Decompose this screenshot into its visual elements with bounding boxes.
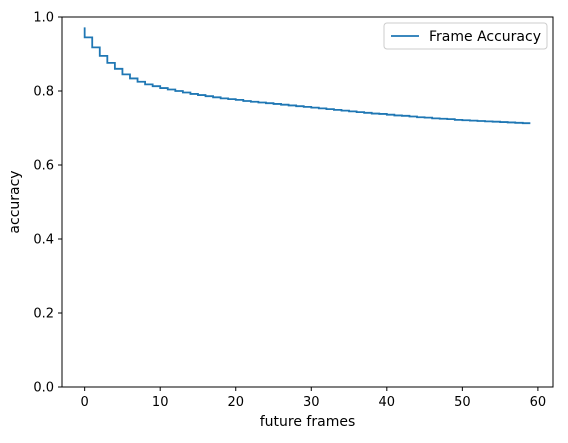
x-tick-label: 10 — [152, 395, 169, 410]
y-tick-label: 0.0 — [33, 381, 54, 396]
y-tick-label: 0.4 — [33, 233, 54, 248]
legend-box — [383, 22, 548, 50]
y-tick-label: 0.6 — [33, 159, 54, 174]
plot-area — [83, 27, 531, 125]
legend: Frame Accuracy — [383, 22, 548, 50]
x-tick-label: 20 — [227, 395, 244, 410]
y-tick-label: 0.8 — [33, 85, 54, 100]
x-axis-label: future frames — [260, 414, 355, 430]
x-tick-label: 0 — [81, 395, 89, 410]
legend-label: Frame Accuracy — [429, 29, 541, 45]
x-tick-label: 50 — [454, 395, 471, 410]
series-line — [83, 27, 531, 125]
x-tick-label: 40 — [379, 395, 396, 410]
y-axis-label: accuracy — [7, 170, 23, 233]
y-tick-label: 0.2 — [33, 307, 54, 322]
y-tick-label: 1.0 — [33, 11, 54, 26]
x-tick-label: 30 — [303, 395, 320, 410]
axes-frame — [61, 16, 554, 388]
x-tick-label: 60 — [530, 395, 547, 410]
axes: 0 10 20 30 40 50 60 0.0 0.2 0.4 0.6 0.8 1.0 — [33, 11, 554, 410]
